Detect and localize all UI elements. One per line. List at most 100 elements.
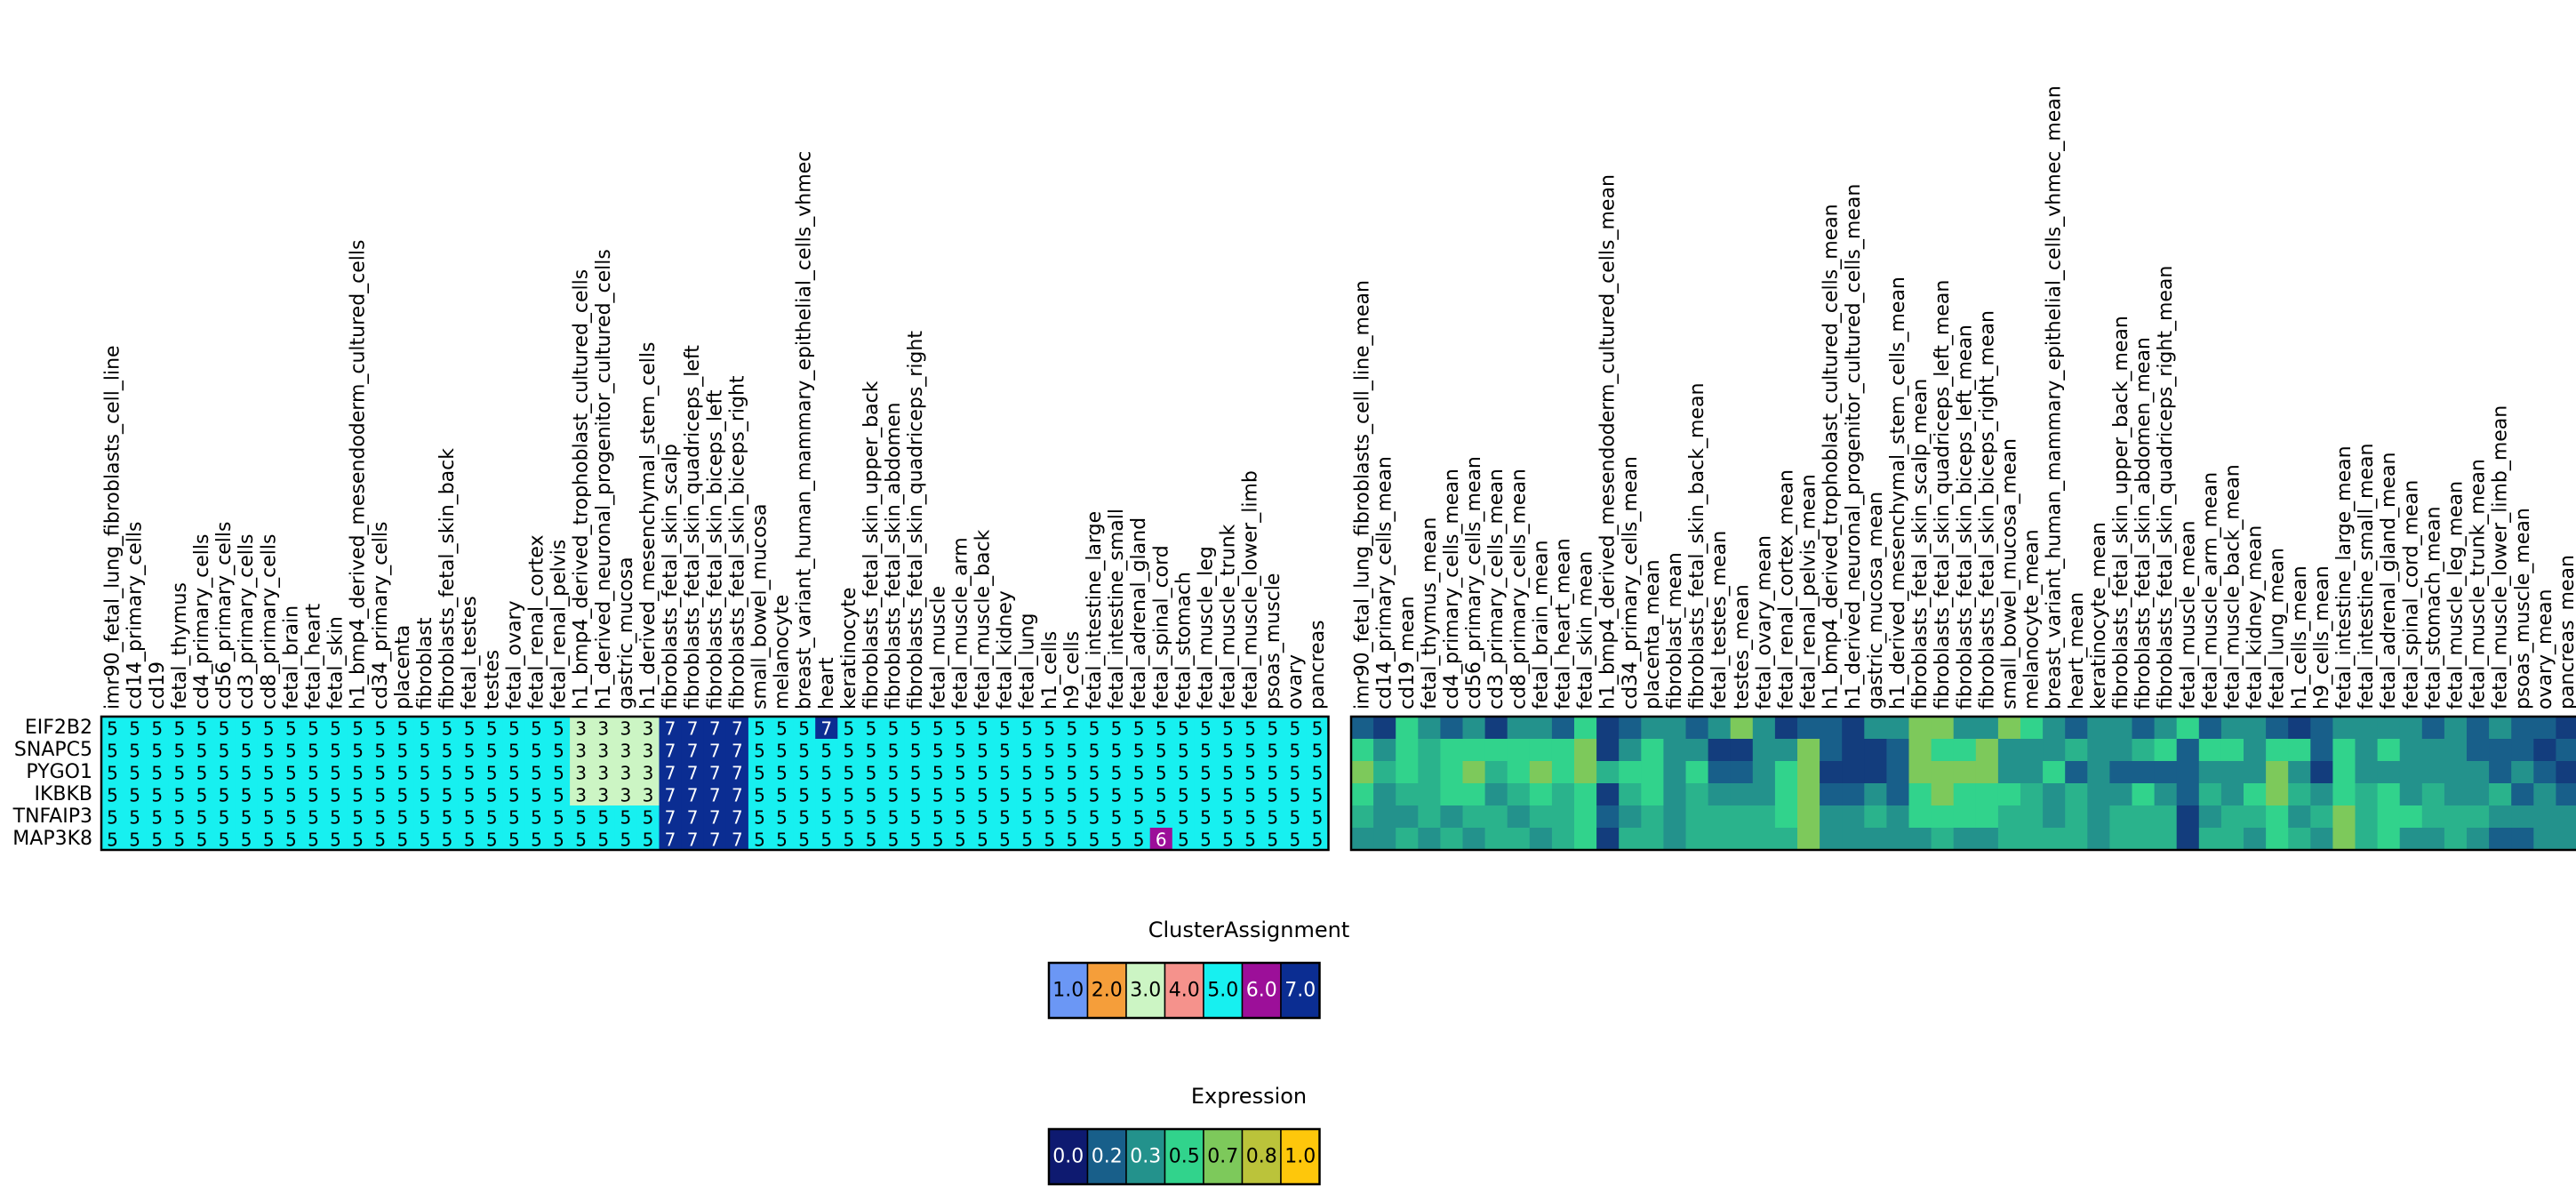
cell-value: 5 <box>352 829 364 851</box>
heatmap-cell <box>1127 805 1151 829</box>
heatmap-cell <box>882 717 905 740</box>
heatmap-cell <box>725 717 749 740</box>
cell-value: 5 <box>1111 807 1123 829</box>
heatmap-cell <box>1060 828 1084 851</box>
cell-value: 5 <box>1289 741 1300 762</box>
heatmap-cell <box>994 783 1017 806</box>
heatmap-cell <box>1261 805 1284 829</box>
heatmap-cell <box>971 828 995 851</box>
heatmap-cell <box>2043 828 2066 851</box>
heatmap-cell <box>1685 805 1708 829</box>
heatmap-cell <box>1418 717 1441 740</box>
heatmap-cell <box>2467 761 2490 784</box>
heatmap-cell <box>2176 717 2200 740</box>
heatmap-cell <box>2043 717 2066 740</box>
cell-value: 5 <box>352 763 364 784</box>
cell-value: 5 <box>1156 807 1167 829</box>
heatmap-cell <box>2489 761 2512 784</box>
column-label: fibroblasts_fetal_skin_biceps_left_mean <box>1954 325 1976 709</box>
column-label: fetal_muscle_leg <box>1195 546 1217 709</box>
heatmap-cell <box>1127 828 1151 851</box>
heatmap-cell <box>2511 783 2534 806</box>
heatmap-cell <box>124 828 147 851</box>
cell-value: 3 <box>643 785 654 806</box>
heatmap-cell <box>101 828 124 851</box>
heatmap-cell <box>1551 739 1575 762</box>
cell-value: 5 <box>330 785 341 806</box>
cell-value: 5 <box>1312 741 1324 762</box>
heatmap-cell <box>681 828 705 851</box>
heatmap-cell <box>1351 783 1374 806</box>
cell-value: 5 <box>442 785 453 806</box>
cell-value: 5 <box>843 807 854 829</box>
heatmap-cell <box>681 739 705 762</box>
column-label: pancreas <box>1307 620 1329 709</box>
column-label: fibroblast <box>414 617 436 709</box>
cluster-column-labels: imr90_fetal_lung_fibroblasts_cell_line cd… <box>102 151 1329 709</box>
column-label: heart <box>816 657 838 709</box>
cell-value: 5 <box>508 763 520 784</box>
heatmap-cell <box>2154 739 2178 762</box>
heatmap-cell <box>413 761 436 784</box>
cluster-legend: 1.0 2.0 3.0 4.0 5.0 6.0 7.0 <box>1047 961 1321 1020</box>
heatmap-cell <box>391 761 414 784</box>
cell-value: 5 <box>1222 741 1234 762</box>
cell-value: 5 <box>1178 829 1189 851</box>
cell-value: 5 <box>1111 718 1123 740</box>
cell-value: 5 <box>1178 741 1189 762</box>
heatmap-cell <box>2421 828 2445 851</box>
heatmap-cell <box>1038 739 1061 762</box>
column-label: fetal_thymus_mean <box>1419 517 1441 709</box>
heatmap-cell <box>948 805 972 829</box>
heatmap-cell <box>1551 717 1575 740</box>
cell-value: 5 <box>888 763 900 784</box>
heatmap-cell <box>1953 783 1977 806</box>
heatmap-cell <box>1797 828 1820 851</box>
cell-value: 5 <box>932 807 944 829</box>
cell-value: 3 <box>643 763 654 784</box>
cell-value: 5 <box>330 829 341 851</box>
heatmap-cell <box>324 717 348 740</box>
heatmap-cell <box>436 783 459 806</box>
heatmap-cell <box>1351 761 1374 784</box>
heatmap-cell <box>1730 761 1754 784</box>
heatmap-cell <box>592 805 615 829</box>
heatmap-cell <box>257 739 281 762</box>
heatmap-cell <box>1418 783 1441 806</box>
column-label: fibroblast_mean <box>1664 552 1686 709</box>
column-label: psoas_muscle_mean <box>2512 508 2534 709</box>
heatmap-cell <box>1931 828 1955 851</box>
heatmap-cell <box>524 828 548 851</box>
heatmap-cell <box>971 739 995 762</box>
cell-value: 5 <box>508 785 520 806</box>
heatmap-cell <box>1462 783 1485 806</box>
cell-value: 5 <box>219 807 230 829</box>
cell-value: 5 <box>173 829 185 851</box>
heatmap-cell <box>1529 783 1553 806</box>
heatmap-cell <box>391 717 414 740</box>
cell-value: 5 <box>866 763 877 784</box>
heatmap-cell <box>1820 828 1843 851</box>
cell-value: 5 <box>464 741 476 762</box>
heatmap-cell <box>1619 717 1642 740</box>
column-label: fetal_muscle_leg_mean <box>2444 481 2467 709</box>
cell-value: 5 <box>531 785 542 806</box>
heatmap-cell <box>1619 739 1642 762</box>
column-label: breast_variant_human_mammary_epithelial_… <box>2044 85 2066 709</box>
heatmap-cell <box>2244 761 2267 784</box>
cell-value: 5 <box>1244 763 1256 784</box>
heatmap-cell <box>815 761 838 784</box>
heatmap-cell <box>2065 761 2088 784</box>
cell-value: 5 <box>932 763 944 784</box>
heatmap-cell <box>2020 739 2044 762</box>
heatmap-cell <box>1842 739 1865 762</box>
cell-value: 5 <box>820 829 832 851</box>
cell-value: 5 <box>285 785 297 806</box>
heatmap-cell <box>190 828 213 851</box>
heatmap-cell <box>436 805 459 829</box>
heatmap-cell <box>815 828 838 851</box>
column-label: cd8_primary_cells_mean <box>1508 469 1530 709</box>
cell-value: 5 <box>1267 829 1278 851</box>
heatmap-cell <box>257 805 281 829</box>
heatmap-cell <box>1149 717 1173 740</box>
